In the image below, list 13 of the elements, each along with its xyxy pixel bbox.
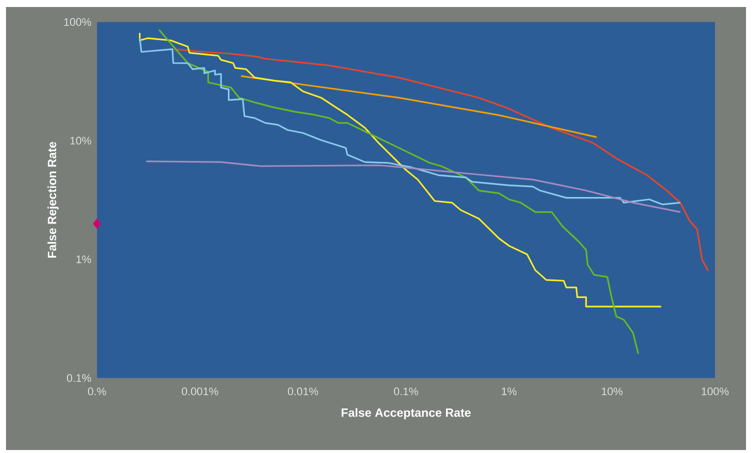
- x-tick-label: 10%: [602, 388, 623, 396]
- y-tick-label: 100%: [64, 18, 92, 26]
- x-tick-label: 0.%: [88, 388, 106, 396]
- y-tick-label: 1%: [76, 255, 92, 264]
- x-tick-label: 0.001%: [182, 388, 218, 396]
- x-tick-label: 100%: [702, 388, 729, 396]
- y-axis-title: False Rejection Rate: [47, 142, 59, 258]
- x-axis-title: False Acceptance Rate: [342, 408, 471, 420]
- x-tick-label: 1%: [502, 388, 517, 396]
- x-tick-label: 0.01%: [288, 388, 318, 396]
- x-tick-label: 0.1%: [394, 388, 418, 396]
- y-tick-label: 0.1%: [66, 374, 92, 382]
- y-tick-label: 10%: [70, 136, 92, 145]
